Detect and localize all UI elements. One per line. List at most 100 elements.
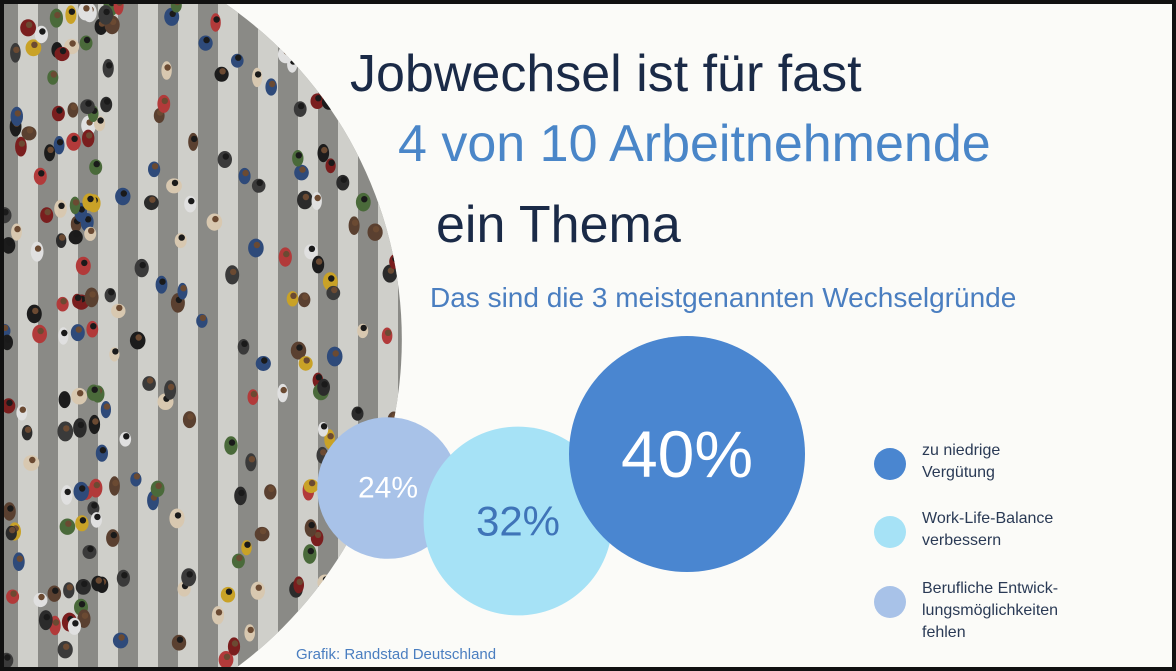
person-head [112,348,119,355]
person-head [56,107,63,114]
person-head [269,80,276,88]
person-head [384,329,392,336]
person-head [69,40,76,47]
person-head [302,293,309,300]
person-head [178,234,185,241]
bubble-32 [423,426,613,616]
person-head [103,8,110,16]
person-head [314,531,322,539]
person-head [83,5,90,12]
person-head [253,241,261,249]
crowd-people [4,4,402,667]
person-head [71,135,78,142]
person-head [110,531,118,539]
person-head [59,47,67,55]
person-head [24,426,32,433]
person-head [161,97,168,105]
person-head [387,267,395,274]
person-head [308,245,316,252]
person-head [83,36,91,44]
person-head [87,195,94,203]
person-head [340,176,347,183]
person-head [26,127,34,134]
person-head [261,357,268,364]
person-head [32,307,39,315]
person-head [159,278,166,285]
person-head [213,16,220,23]
person-head [62,393,69,400]
person-head [52,587,59,594]
person-head [50,71,57,78]
person-head [93,481,101,489]
person-head [77,390,84,397]
person-head [97,117,104,124]
person-head [70,103,78,111]
person-head [255,584,262,591]
person-head [116,4,123,6]
bubble-40 [569,336,805,572]
person-head [231,640,239,647]
chart-subtitle: Das sind die 3 meistgenannten Wechselgrü… [430,282,1017,313]
crosswalk-stripe [258,4,278,667]
person-head [37,327,44,335]
person-head [298,102,305,110]
person-head [222,153,229,160]
person-head [247,626,254,634]
person-head [120,190,128,197]
person-head [81,580,88,588]
person-head [78,601,86,608]
person-head [151,163,159,170]
person-head [112,479,119,487]
bubble-label-40: 40% [621,417,753,491]
person-head [332,350,339,357]
person-head [328,159,335,166]
person-head [74,294,82,301]
person-head [176,636,184,643]
person-head [44,208,51,216]
source-credit: Grafik: Randstad Deutschland [296,646,497,663]
person-head [139,261,146,269]
person-head [351,219,359,226]
crosswalk-stripe [18,4,38,667]
person-head [79,517,87,524]
person-head [188,197,195,205]
person-head [225,588,233,595]
person-head [86,132,93,139]
person-head [191,135,198,143]
person-head [123,433,130,440]
person-head [52,619,60,626]
person-head [355,407,362,414]
person-head [19,406,26,413]
person-head [169,10,176,17]
person-head [38,593,45,601]
person-head [295,152,302,159]
person-head [321,381,328,388]
person-head [108,4,116,7]
person-head [14,225,21,233]
person-head [155,482,162,489]
person-head [180,285,187,292]
crosswalk-stripe [178,4,198,667]
person-head [230,268,237,276]
person-head [39,28,46,35]
person-head [320,449,327,456]
person-head [38,170,45,177]
person-head [13,46,20,53]
person-head [6,239,13,246]
person-head [212,215,219,223]
person-head [314,194,321,202]
person-head [149,196,156,203]
bubble-label-24: 24% [358,472,418,505]
person-head [66,584,73,591]
person-head [14,110,21,117]
person-head [223,653,231,660]
person-head [65,520,72,527]
person-head [250,390,258,398]
person-head [199,314,207,322]
person-head [302,193,310,201]
person-head [92,418,99,425]
person-head [58,202,65,209]
person-head [146,377,154,384]
person-head [259,527,267,535]
person-head [280,386,287,394]
